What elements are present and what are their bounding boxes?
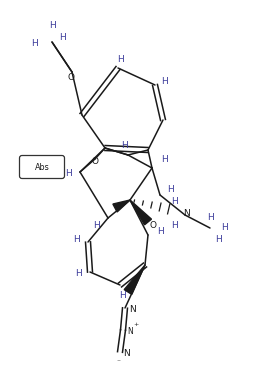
FancyBboxPatch shape [20,156,64,179]
Text: H: H [76,270,82,279]
Text: H: H [49,22,55,31]
Text: H: H [122,141,128,150]
Text: N: N [127,326,133,335]
Text: +: + [133,323,139,327]
Text: H: H [157,228,163,236]
Polygon shape [124,265,145,294]
Text: O: O [149,220,157,229]
Text: H: H [167,185,173,194]
Polygon shape [113,200,130,212]
Text: N: N [124,348,130,357]
Text: H: H [32,40,38,48]
Text: ⁻: ⁻ [116,357,120,367]
Text: H: H [171,197,177,206]
Text: O: O [68,72,74,81]
Text: H: H [162,76,168,85]
Text: O: O [92,157,98,166]
Text: N: N [129,304,135,313]
Text: H: H [59,34,65,43]
Text: H: H [74,235,80,244]
Text: H: H [119,292,125,301]
Text: H: H [93,222,99,231]
Text: H: H [161,156,167,164]
Text: H: H [117,54,123,63]
Text: H: H [65,169,71,179]
Text: H: H [215,235,221,244]
Text: Abs: Abs [35,163,49,172]
Text: H: H [172,220,178,229]
Text: H: H [221,223,228,232]
Polygon shape [130,200,152,225]
Text: N: N [184,209,190,217]
Text: H: H [207,213,213,223]
